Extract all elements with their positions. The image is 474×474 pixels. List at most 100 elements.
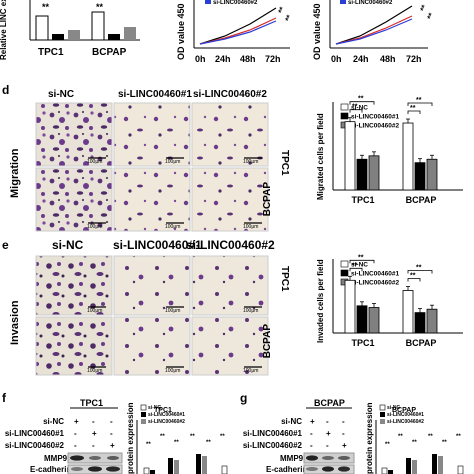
- row-label: BCPAP: [262, 324, 273, 359]
- sig: **: [190, 434, 195, 440]
- sig-label: **: [410, 273, 416, 280]
- legend-swatch: [141, 419, 146, 424]
- bar: [412, 460, 417, 474]
- panel-letter: g: [240, 391, 247, 405]
- scale-label: 100μm: [87, 159, 102, 165]
- legend-label: si-LINC00460#2: [351, 123, 399, 130]
- sign: +: [326, 429, 331, 438]
- cck8-xtick: 48h: [380, 54, 396, 64]
- bar: [356, 158, 368, 191]
- legend-label: si-NC: [351, 262, 368, 269]
- cck8-sig: **: [283, 13, 294, 23]
- sign: +: [110, 441, 115, 450]
- x-tick-label: BCPAP: [406, 195, 437, 205]
- bar: [344, 279, 356, 334]
- sign: +: [92, 429, 97, 438]
- sign: -: [326, 441, 329, 450]
- band: [306, 467, 318, 471]
- chart-ylabel: Invaded cells per field: [316, 259, 325, 343]
- sign: -: [74, 441, 77, 450]
- panel-letter: d: [2, 83, 9, 97]
- band: [306, 455, 318, 461]
- sig: **: [456, 434, 461, 440]
- band: [107, 456, 119, 460]
- sig-label: **: [352, 104, 358, 111]
- cck8-line-2: [199, 20, 277, 45]
- cck8-sig: **: [425, 11, 436, 21]
- condition-label: si-LINC00460#2: [5, 441, 65, 450]
- sig-bracket: [349, 267, 363, 272]
- legend-swatch: [340, 269, 349, 277]
- sign: -: [92, 417, 95, 426]
- bar: [432, 454, 437, 474]
- scale-label: 100μm: [243, 308, 258, 314]
- chart-ylabel: Migrated cells per field: [316, 113, 325, 200]
- legend-swatch: [340, 260, 349, 268]
- sig-bracket: [407, 102, 433, 107]
- legend-label: si-NC: [351, 105, 368, 112]
- band: [322, 466, 334, 472]
- band: [338, 466, 350, 472]
- band: [88, 466, 102, 472]
- protein-label: MMP9: [280, 454, 304, 463]
- band: [106, 466, 120, 472]
- cck8-panel-a: OD value 450 si-LINC00460#2 ** ** 0h 24h…: [176, 0, 294, 64]
- cck8-line-nc: [335, 5, 413, 45]
- sig-bracket: [349, 101, 375, 105]
- bar: [438, 456, 443, 474]
- micrograph: [191, 316, 269, 376]
- qpcr-xtick: TPC1: [38, 47, 64, 58]
- cck8-xtick: 24h: [353, 54, 369, 64]
- cck8-xtick: 48h: [240, 54, 256, 64]
- bar: [381, 467, 388, 474]
- qpcr-bar: [91, 11, 105, 41]
- cck8-sig: **: [276, 5, 287, 15]
- legend-swatch: [141, 412, 146, 417]
- sig-bracket: [407, 110, 421, 115]
- sig: **: [174, 440, 179, 446]
- bar: [143, 467, 150, 474]
- micrograph: [113, 102, 191, 167]
- sig: **: [160, 434, 165, 440]
- legend-swatch: [205, 0, 211, 4]
- scale-label: 100μm: [87, 224, 102, 230]
- micrograph: [35, 316, 113, 376]
- sig-bracket: [349, 259, 375, 264]
- panel-g: g BCPAP si-NC si-LINC00460#1 si-LINC0046…: [240, 391, 464, 474]
- scale-label: 100μm: [165, 159, 180, 165]
- bar: [402, 290, 414, 334]
- bar: [426, 158, 438, 191]
- bar: [368, 155, 380, 191]
- legend-swatch: [380, 412, 385, 417]
- legend-label: si-LINC00460#2: [213, 0, 258, 6]
- bar: [414, 312, 426, 334]
- bar: [196, 454, 201, 474]
- sign: +: [74, 417, 79, 426]
- sign: +: [310, 417, 315, 426]
- sig-label: **: [358, 96, 364, 103]
- bar: [406, 458, 411, 474]
- row-label: TPC1: [279, 150, 290, 176]
- bar: [168, 458, 173, 474]
- row-label: BCPAP: [262, 182, 273, 217]
- sig: **: [398, 434, 403, 440]
- cck8-xtick: 72h: [265, 54, 281, 64]
- legend-label: si-LINC00460#1: [351, 271, 399, 278]
- micrograph: [113, 255, 191, 316]
- sig: **: [385, 442, 390, 448]
- sign: -: [110, 417, 113, 426]
- micrograph: [113, 316, 191, 376]
- scale-label: 100μm: [243, 159, 258, 165]
- panel-f: f TPC1 si-NC si-LINC00460#1 si-LINC00460…: [2, 391, 228, 474]
- micrograph: [113, 167, 191, 232]
- row-label: TPC1: [279, 266, 290, 292]
- legend-label: si-LINC00460#1: [387, 412, 424, 418]
- qpcr-ylabel: Relative LINC expression: [0, 0, 8, 60]
- protein-label: E-cadherin: [266, 465, 307, 474]
- legend-label: si-LINC00460#1: [148, 412, 185, 418]
- blot-title: TPC1: [80, 398, 103, 408]
- sig-label: **: [352, 262, 358, 269]
- sig: **: [220, 434, 225, 440]
- bar: [414, 162, 426, 191]
